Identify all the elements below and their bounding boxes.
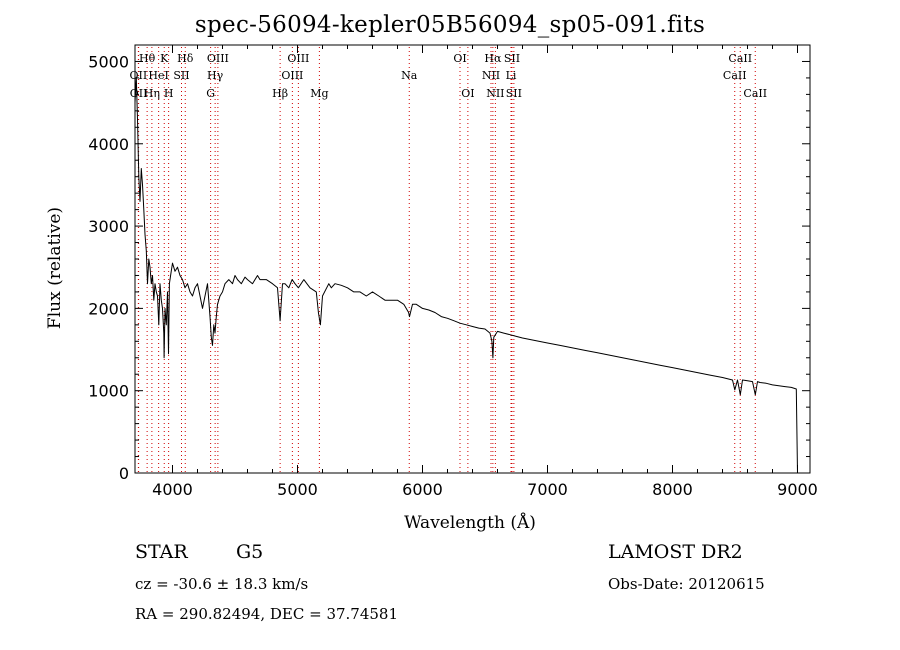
line-label-9: G (206, 87, 215, 100)
redshift-info: cz = -30.6 ± 18.3 km/s (135, 575, 309, 593)
line-label-3: Hη (144, 87, 160, 100)
line-label-2: Hθ (139, 52, 156, 65)
series-line-0 (134, 77, 798, 474)
line-label-21: NII (486, 87, 504, 100)
line-label-17: OI (453, 52, 466, 65)
line-label-0: OII (130, 69, 148, 82)
survey-name: LAMOST DR2 (608, 541, 743, 563)
x-tick-label: 6000 (402, 480, 443, 499)
y-tick-label: 4000 (88, 135, 129, 154)
line-label-23: SII (504, 52, 520, 65)
coordinates: RA = 290.82494, DEC = 37.74581 (135, 605, 399, 623)
line-label-11: OIII (207, 52, 229, 65)
line-label-12: Hβ (272, 87, 288, 100)
line-label-15: Mg (310, 87, 328, 100)
spectral-line-markers (137, 47, 756, 473)
chart-title: spec-56094-kepler05B56094_sp05-091.fits (194, 12, 706, 38)
x-tick-label: 9000 (777, 480, 818, 499)
y-tick-label: 1000 (88, 382, 129, 401)
line-label-4: HeI (148, 69, 168, 82)
line-label-8: Hδ (177, 52, 194, 65)
line-label-20: Hα (484, 52, 502, 65)
line-label-6: H (164, 87, 174, 100)
line-label-13: OIII (281, 69, 303, 82)
y-tick-label: 2000 (88, 299, 129, 318)
line-label-16: Na (401, 69, 418, 82)
line-label-26: CaII (728, 52, 752, 65)
observation-date: Obs-Date: 20120615 (608, 575, 765, 593)
spectral-line-labels: OII OII Hθ Hη HeI K H SII Hδ G Hγ OIII Hβ OIII OIII Mg N… (130, 52, 768, 100)
x-axis-label: Wavelength (Å) (404, 513, 536, 533)
line-label-22: Li (506, 69, 517, 82)
x-tick-label: 8000 (652, 480, 693, 499)
y-tick-label: 0 (119, 464, 129, 483)
y-axis-label: Flux (relative) (45, 206, 65, 330)
line-label-10: Hγ (207, 69, 224, 82)
y-tick-label: 5000 (88, 52, 129, 71)
x-tick-label: 5000 (277, 480, 318, 499)
line-label-14: OIII (287, 52, 309, 65)
x-tick-label: 4000 (152, 480, 193, 499)
axes-frame (134, 44, 811, 474)
axis-ticks (135, 44, 810, 474)
axis-tick-labels: 4000 5000 6000 7000 8000 9000 0 1000 2000 3000 400… (88, 52, 818, 499)
line-label-5: K (160, 52, 169, 65)
object-class: STAR (135, 541, 188, 563)
spectral-subclass: G5 (236, 541, 264, 563)
y-tick-label: 3000 (88, 217, 129, 236)
spectrum-series (134, 77, 798, 474)
line-label-1: OII (130, 87, 148, 100)
line-label-18: OI (461, 87, 474, 100)
line-label-25: CaII (723, 69, 747, 82)
plot-frame (134, 44, 811, 474)
line-label-24: SII (506, 87, 522, 100)
line-label-27: CaII (743, 87, 767, 100)
line-label-7: SII (173, 69, 189, 82)
x-tick-label: 7000 (527, 480, 568, 499)
line-label-19: NII (482, 69, 500, 82)
